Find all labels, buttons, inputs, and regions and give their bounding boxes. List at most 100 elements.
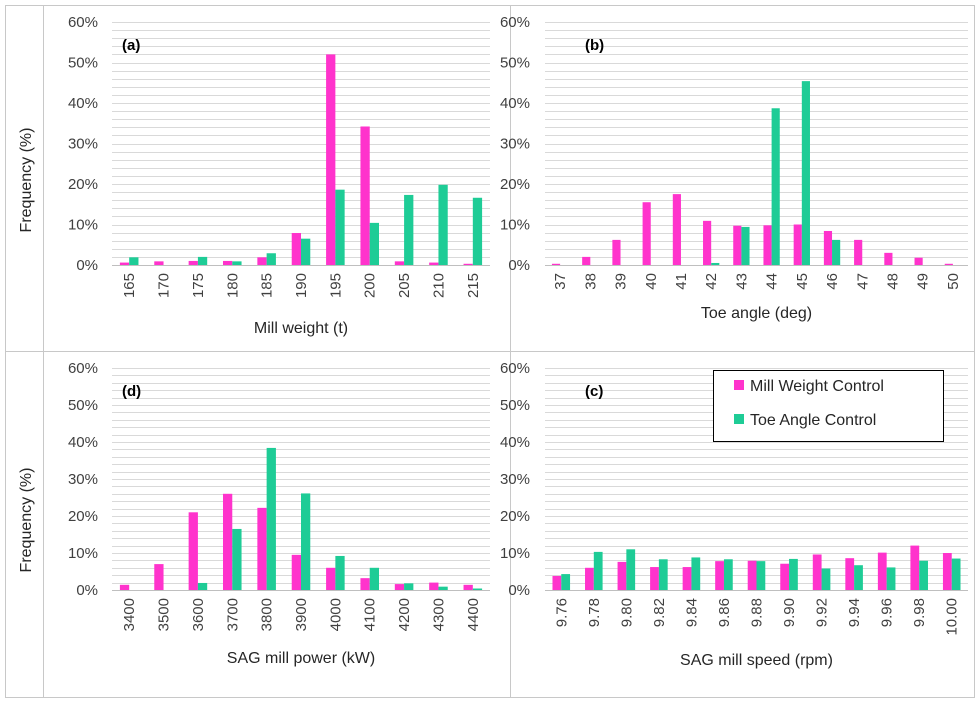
- x-tick-label: 9.98: [911, 598, 928, 627]
- bar-toe-angle: [626, 549, 636, 590]
- x-tick-label: 190: [293, 273, 310, 298]
- bar-toe-angle: [266, 447, 276, 590]
- bar-mill-weight: [642, 202, 651, 265]
- x-axis-label: Mill weight (t): [254, 320, 348, 337]
- bar-toe-angle: [711, 262, 720, 265]
- legend-label-toe-angle: Toe Angle Control: [750, 412, 876, 429]
- x-tick-label: 185: [259, 273, 276, 298]
- y-tick-label: 60%: [500, 14, 530, 31]
- y-tick-label: 0%: [76, 582, 98, 599]
- chart-panel-d: 0% 10% 20% 30% 40% 50% 60% 3400 3500 3600 3700 3800…: [68, 360, 490, 667]
- bar-toe-angle: [951, 558, 961, 590]
- bar-mill-weight: [188, 512, 198, 590]
- legend-label-mill-weight: Mill Weight Control: [750, 378, 884, 395]
- x-tick-label: 9.92: [814, 598, 831, 627]
- x-tick-label: 170: [156, 273, 173, 298]
- legend-swatch-mill-weight: [734, 380, 744, 390]
- bar-mill-weight: [715, 561, 724, 590]
- bar-toe-angle: [561, 574, 571, 590]
- bar-mill-weight: [394, 584, 405, 590]
- x-tick-label: 210: [430, 273, 447, 298]
- bar-toe-angle: [854, 565, 863, 590]
- bar-mill-weight: [763, 225, 772, 265]
- y-axis-label-bottom: Frequency (%): [18, 468, 35, 573]
- bar-toe-angle: [266, 253, 276, 265]
- y-tick-label: 50%: [500, 55, 530, 72]
- bar-mill-weight: [154, 261, 164, 265]
- bar-mill-weight: [944, 263, 953, 265]
- x-tick-label: 37: [552, 273, 569, 290]
- bar-toe-angle: [335, 555, 345, 590]
- bar-mill-weight: [222, 260, 233, 265]
- bar-mill-weight: [291, 554, 301, 590]
- bar-mill-weight: [672, 194, 681, 265]
- y-tick-label: 40%: [68, 434, 98, 451]
- bar-mill-weight: [585, 567, 594, 590]
- bar-toe-angle: [335, 189, 345, 265]
- bar-toe-angle: [232, 528, 242, 590]
- bar-toe-angle: [301, 493, 311, 590]
- panel-label: (a): [122, 37, 140, 54]
- x-axis-label: Toe angle (deg): [701, 305, 812, 322]
- x-tick-label: 3400: [121, 598, 138, 631]
- bar-mill-weight: [551, 263, 561, 265]
- bar-mill-weight: [463, 263, 473, 265]
- bar-toe-angle: [369, 222, 380, 265]
- panel-label: (b): [585, 37, 604, 54]
- y-tick-label: 20%: [68, 508, 98, 525]
- bar-toe-angle: [658, 559, 668, 590]
- y-tick-label: 60%: [68, 14, 98, 31]
- x-tick-label: 43: [733, 273, 750, 290]
- bar-mill-weight: [222, 493, 233, 590]
- bar-mill-weight: [257, 257, 267, 265]
- bar-toe-angle: [832, 239, 841, 265]
- x-tick-label: 39: [613, 273, 630, 290]
- y-axis-label-top: Frequency (%): [18, 128, 35, 233]
- bar-toe-angle: [723, 559, 733, 590]
- panel-label: (c): [585, 383, 603, 400]
- x-tick-label: 3500: [156, 598, 173, 631]
- bar-toe-angle: [771, 108, 780, 265]
- x-tick-label: 46: [824, 273, 841, 290]
- x-tick-label: 42: [703, 273, 720, 290]
- legend-box: [713, 370, 944, 442]
- bar-mill-weight: [877, 552, 887, 590]
- y-tick-label: 50%: [68, 55, 98, 72]
- x-tick-label: 9.76: [553, 598, 570, 627]
- chart-panel-b: 0% 10% 20% 30% 40% 50% 60% 37 38 39 40 41 42 43 44 45 46…: [500, 14, 968, 322]
- bar-mill-weight: [823, 230, 833, 265]
- bar-toe-angle: [821, 568, 831, 590]
- bar-mill-weight: [910, 545, 920, 590]
- x-tick-label: 215: [465, 273, 482, 298]
- y-tick-label: 20%: [500, 176, 530, 193]
- bar-toe-angle: [197, 256, 208, 265]
- bar-mill-weight: [463, 584, 473, 590]
- x-tick-label: 9.94: [846, 598, 863, 627]
- x-tick-label: 9.78: [586, 598, 603, 627]
- x-tick-label: 195: [327, 273, 344, 298]
- bar-toe-angle: [438, 184, 448, 265]
- legend-swatch-toe-angle: [734, 414, 744, 424]
- y-tick-label: 30%: [68, 136, 98, 153]
- bar-toe-angle: [369, 567, 380, 590]
- bar-mill-weight: [780, 563, 790, 590]
- bar-mill-weight: [793, 224, 802, 265]
- x-tick-label: 4400: [465, 598, 482, 631]
- y-tick-label: 50%: [68, 397, 98, 414]
- panel-label: (d): [122, 383, 141, 400]
- x-tick-label: 9.88: [749, 598, 766, 627]
- x-tick-label: 38: [582, 273, 599, 290]
- bar-toe-angle: [789, 558, 798, 590]
- bar-mill-weight: [326, 54, 336, 266]
- x-tick-label: 175: [190, 273, 207, 298]
- bar-mill-weight: [942, 553, 952, 590]
- bar-toe-angle: [691, 557, 701, 590]
- bar-toe-angle: [756, 561, 766, 590]
- bar-toe-angle: [129, 257, 139, 265]
- bar-mill-weight: [747, 560, 757, 590]
- x-tick-label: 9.86: [716, 598, 733, 627]
- bar-toe-angle: [886, 567, 896, 590]
- y-tick-label: 10%: [68, 217, 98, 234]
- x-tick-label: 44: [764, 273, 781, 290]
- bar-toe-angle: [919, 560, 928, 590]
